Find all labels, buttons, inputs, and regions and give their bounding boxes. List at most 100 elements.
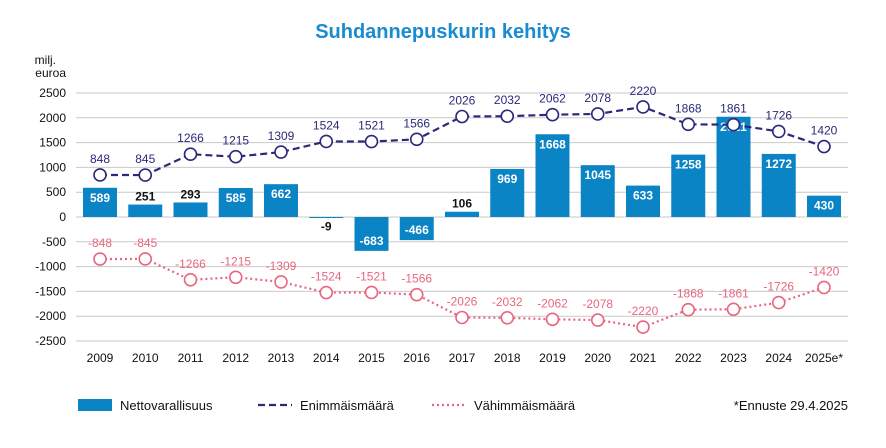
point-value-label: 2062 (539, 92, 566, 106)
line-point (183, 147, 198, 162)
bar (264, 184, 298, 217)
legend-label-min: Vähimmäismäärä (474, 398, 576, 413)
x-tick-label: 2019 (539, 351, 566, 365)
line-point (726, 117, 741, 132)
x-tick-label: 2025e* (805, 351, 843, 365)
series-line (99, 257, 825, 329)
line-point (409, 287, 424, 302)
bar-value-label: 585 (226, 191, 246, 205)
footnote: *Ennuste 29.4.2025 (734, 398, 848, 413)
bar (580, 165, 615, 217)
bar (309, 217, 344, 218)
line-point (817, 280, 831, 295)
line-point (364, 285, 379, 300)
legend-swatch-bar (78, 399, 112, 411)
point-value-label: -1868 (673, 287, 704, 301)
bar (671, 154, 706, 217)
bar-series: 589 251 293 585 662 -9 -683 -466 106 969 1668 1045 6… (83, 116, 841, 251)
point-value-label: 1861 (720, 102, 747, 116)
point-value-label: 2078 (584, 91, 611, 105)
bar-value-label: 1258 (675, 158, 702, 172)
legend: Nettovarallisuus Enimmäismäärä Vähimmäismä… (78, 398, 576, 413)
bar-value-label: -466 (405, 223, 429, 237)
line-point (771, 124, 786, 139)
line-point (274, 145, 288, 159)
line-point (183, 272, 198, 287)
line-point (455, 310, 469, 325)
bar (173, 202, 208, 217)
y-tick-label: 2000 (39, 111, 66, 125)
y-tick-label: 0 (59, 210, 66, 224)
point-value-label: 2026 (449, 94, 476, 108)
point-value-label: 1420 (811, 124, 838, 138)
bar (535, 134, 570, 217)
bar-value-label: 106 (452, 197, 472, 211)
y-tick-label: -2500 (35, 334, 66, 348)
point-value-label: 1309 (268, 129, 295, 143)
point-value-label: 1266 (177, 131, 204, 145)
point-value-label: 848 (90, 152, 110, 166)
x-tick-label: 2010 (132, 351, 159, 365)
bar (83, 187, 117, 217)
point-value-label: -848 (88, 236, 112, 250)
bar (716, 116, 751, 217)
bar-value-label: -9 (321, 219, 332, 233)
y-tick-label: -500 (42, 235, 66, 249)
line-point (274, 275, 288, 289)
y-tick-label: 1000 (39, 160, 66, 174)
line-point (138, 252, 153, 266)
x-tick-label: 2014 (313, 351, 340, 365)
point-value-label: -1524 (311, 270, 342, 284)
line-point (409, 132, 424, 147)
point-value-label: 1868 (675, 101, 702, 115)
line-point (93, 168, 107, 182)
x-tick-label: 2009 (87, 351, 114, 365)
line-point (319, 285, 334, 300)
point-value-label: 2032 (494, 93, 521, 107)
x-tick-label: 2011 (178, 351, 204, 365)
line-point (545, 312, 560, 327)
bar-value-label: 969 (497, 172, 517, 186)
bar-value-label: 1272 (765, 157, 792, 171)
bar-value-label: 662 (271, 187, 291, 201)
point-value-label: -2026 (447, 294, 478, 308)
x-tick-label: 2015 (358, 351, 385, 365)
y-axis-label-unit: euroa (35, 66, 66, 80)
series-line (99, 105, 825, 177)
line-point (681, 302, 696, 317)
x-tick-label: 2022 (675, 351, 702, 365)
bar-value-label: 1668 (539, 137, 566, 151)
line-point (455, 109, 469, 124)
point-value-label: 1524 (313, 118, 340, 132)
point-value-label: 1521 (358, 119, 385, 133)
bar (354, 217, 389, 251)
line-point (500, 310, 515, 325)
line-point (636, 320, 650, 334)
bar-value-label: 589 (90, 191, 110, 205)
bar-value-label: 1045 (584, 168, 611, 182)
point-value-label: -2220 (628, 304, 659, 318)
x-tick-label: 2020 (584, 351, 611, 365)
x-axis-ticks: 2009 2010 2011 2012 2013 2014 2015 2016 2017 2018… (87, 351, 844, 365)
point-value-label: -1521 (356, 269, 387, 283)
line-point (228, 270, 243, 285)
point-value-label: 1215 (222, 134, 249, 148)
y-tick-label: 1500 (39, 136, 66, 150)
line-point (817, 139, 831, 154)
point-value-label: 845 (135, 152, 155, 166)
max-line-series: 848 845 1266 1215 1309 1524 1521 1566 2026 2032 20… (90, 84, 838, 182)
bar-value-label: 293 (180, 187, 200, 201)
line-point (636, 100, 650, 114)
point-value-label: -2062 (537, 296, 568, 310)
point-value-label: 1726 (765, 108, 792, 122)
min-line-series: -848 -845 -1266 -1215 -1309 -1524 -1521 -1566 -2… (88, 236, 840, 334)
point-value-label: -1266 (175, 257, 206, 271)
line-point (590, 313, 605, 327)
legend-label-bar: Nettovarallisuus (120, 398, 213, 413)
line-point (545, 107, 560, 122)
line-point (138, 168, 153, 182)
line-point (500, 109, 515, 124)
point-value-label: -1861 (718, 286, 749, 300)
x-tick-label: 2024 (765, 351, 792, 365)
